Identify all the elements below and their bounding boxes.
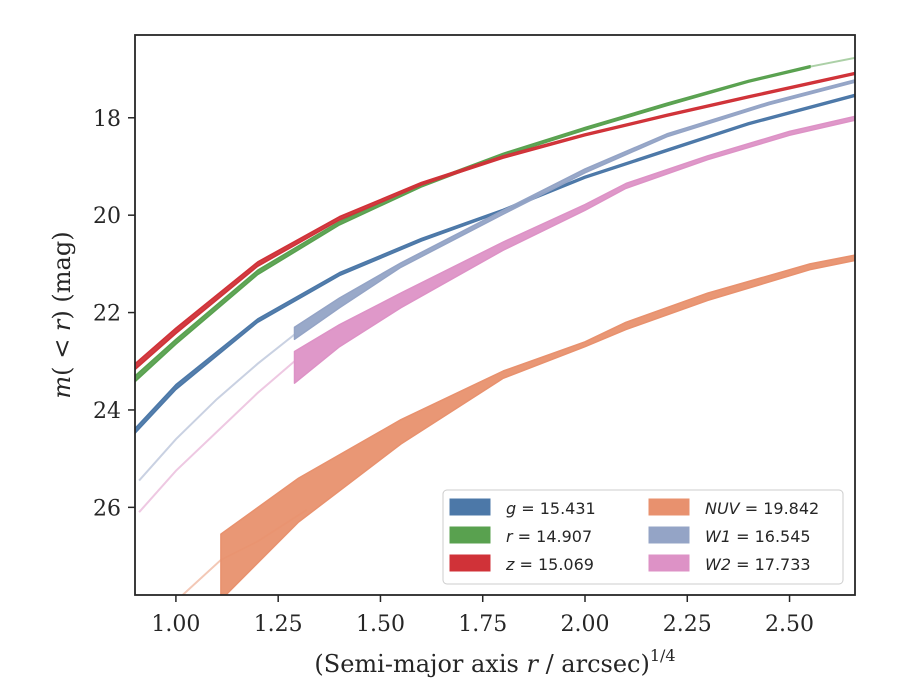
legend-label-w2: W2 = 17.733	[705, 555, 811, 574]
legend-swatch-z	[449, 554, 491, 572]
legend-swatch-nuv	[648, 498, 690, 516]
legend-swatch-g	[449, 498, 491, 516]
legend-swatch-r	[449, 526, 491, 544]
x-tick-label: 2.50	[765, 612, 814, 637]
series-z-band	[135, 71, 855, 371]
y-tick-label: 24	[93, 399, 121, 424]
series-w2-band	[293, 115, 855, 384]
y-tick-label: 20	[93, 204, 121, 229]
series-nuv-band	[220, 254, 855, 595]
legend-frame	[442, 489, 844, 585]
y-axis-label: m( < r) (mag)	[48, 231, 76, 398]
y-tick-label: 26	[93, 496, 121, 521]
series-r-extrapolation-line	[809, 56, 855, 68]
y-tick-label: 22	[93, 302, 121, 327]
series-w1-extrapolation-line	[138, 333, 296, 482]
plot-frame	[134, 34, 856, 596]
x-axis-label: (Semi-major axis r / arcsec)1/4	[314, 646, 675, 678]
x-tick-label: 1.50	[356, 612, 405, 637]
y-tick-label: 18	[93, 107, 121, 132]
series-layer	[135, 56, 855, 595]
x-axis-ticks: 1.00 1.25 1.50 1.75 2.00 2.25 2.50	[151, 595, 814, 637]
legend: g = 15.431 r = 14.907 z = 15.069 NUV = 19.8…	[442, 489, 844, 585]
x-tick-label: 1.75	[458, 612, 507, 637]
x-tick-label: 1.25	[254, 612, 303, 637]
y-axis-ticks: 18 20 22 24 26	[93, 107, 135, 521]
legend-swatch-w2	[648, 554, 690, 572]
series-w2-extrapolation-line	[138, 360, 296, 513]
legend-label-r: r = 14.907	[506, 527, 592, 546]
legend-swatch-w1	[648, 526, 690, 544]
x-tick-label: 2.25	[663, 612, 712, 637]
x-tick-label: 1.00	[151, 612, 200, 637]
x-tick-label: 2.00	[561, 612, 610, 637]
series-g-band	[135, 93, 855, 435]
series-w1-band	[293, 79, 855, 341]
legend-label-w1: W1 = 16.545	[705, 527, 811, 546]
legend-label-nuv: NUV = 19.842	[705, 499, 819, 518]
legend-label-g: g = 15.431	[506, 499, 596, 518]
legend-label-z: z = 15.069	[505, 555, 594, 574]
